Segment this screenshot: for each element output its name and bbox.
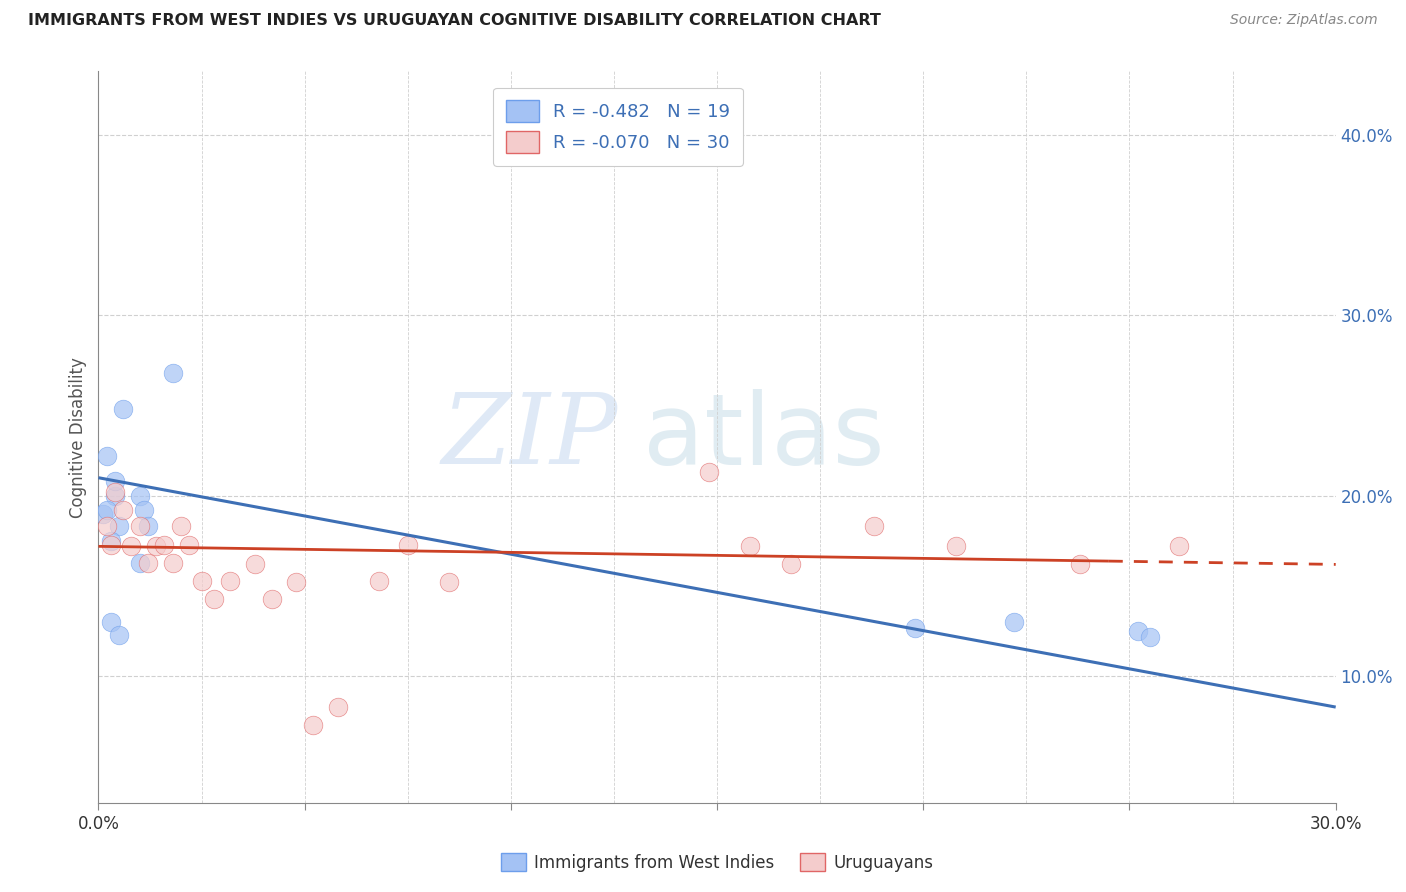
Point — [104, 485, 127, 500]
Point — [128, 556, 150, 570]
Point — [697, 465, 720, 479]
Point — [153, 537, 176, 551]
Point — [162, 366, 184, 380]
Point — [108, 628, 131, 642]
Point — [100, 537, 122, 551]
Point — [190, 574, 212, 588]
Point — [128, 519, 150, 533]
Point — [260, 591, 283, 606]
Point — [170, 519, 193, 533]
Point — [396, 537, 419, 551]
Point — [738, 539, 761, 553]
Point — [1168, 539, 1191, 553]
Point — [128, 489, 150, 503]
Point — [285, 575, 308, 590]
Text: atlas: atlas — [643, 389, 884, 485]
Point — [367, 574, 389, 588]
Point — [112, 402, 135, 417]
Point — [132, 503, 155, 517]
Point — [945, 539, 967, 553]
Point — [1139, 630, 1161, 644]
Point — [326, 700, 349, 714]
Point — [96, 503, 118, 517]
Point — [862, 519, 884, 533]
Y-axis label: Cognitive Disability: Cognitive Disability — [69, 357, 87, 517]
Text: IMMIGRANTS FROM WEST INDIES VS URUGUAYAN COGNITIVE DISABILITY CORRELATION CHART: IMMIGRANTS FROM WEST INDIES VS URUGUAYAN… — [28, 13, 882, 29]
Point — [136, 556, 159, 570]
Point — [120, 539, 142, 553]
Point — [219, 574, 242, 588]
Point — [243, 558, 266, 572]
Text: ZIP: ZIP — [441, 390, 619, 484]
Point — [104, 475, 127, 489]
Point — [1069, 558, 1091, 572]
Point — [145, 539, 167, 553]
Point — [904, 621, 927, 635]
Point — [780, 558, 803, 572]
Point — [108, 519, 131, 533]
Point — [112, 503, 135, 517]
Text: Source: ZipAtlas.com: Source: ZipAtlas.com — [1230, 13, 1378, 28]
Point — [104, 489, 127, 503]
Point — [162, 556, 184, 570]
Point — [100, 615, 122, 630]
Point — [437, 575, 460, 590]
Legend: Immigrants from West Indies, Uruguayans: Immigrants from West Indies, Uruguayans — [495, 847, 939, 879]
Point — [96, 449, 118, 463]
Point — [302, 718, 325, 732]
Point — [1126, 624, 1149, 639]
Point — [100, 533, 122, 548]
Point — [1002, 615, 1025, 630]
Point — [96, 519, 118, 533]
Point — [136, 519, 159, 533]
Point — [202, 591, 225, 606]
Point — [91, 507, 114, 521]
Point — [179, 537, 201, 551]
